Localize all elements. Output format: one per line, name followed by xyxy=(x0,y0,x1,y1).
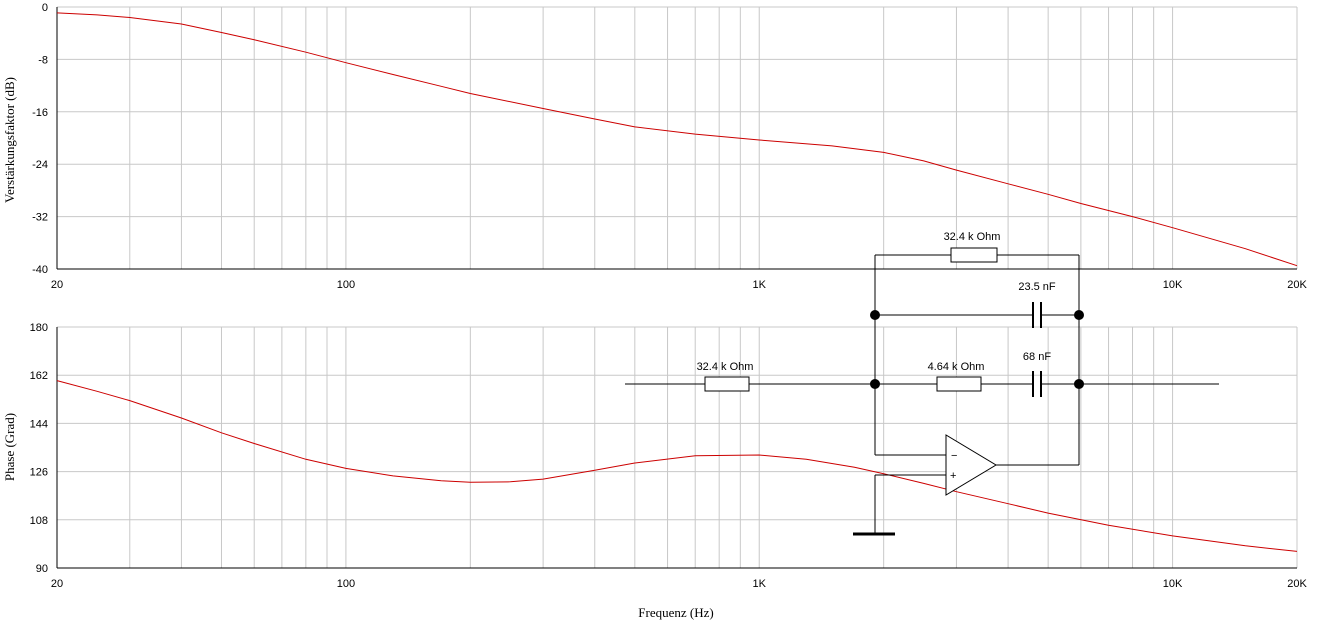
op-amp-plus: + xyxy=(950,470,956,482)
gain-xtick-label: 10K xyxy=(1163,279,1183,291)
resistor-input-label: 32.4 k Ohm xyxy=(697,361,754,373)
phase-ytick-label: 108 xyxy=(30,515,48,527)
junction-dot xyxy=(870,379,880,389)
gain-curve xyxy=(56,12,1298,267)
gain-xtick-label: 100 xyxy=(337,279,355,291)
phase-xtick-label: 1K xyxy=(753,578,767,590)
gain-ytick-label: -8 xyxy=(38,54,48,66)
gain-ytick-label: -40 xyxy=(32,264,48,276)
phase-ytick-label: 144 xyxy=(30,418,48,430)
resistor-top-label: 32.4 k Ohm xyxy=(944,231,1001,243)
gain-xtick-label: 20K xyxy=(1287,279,1307,291)
junction-dot xyxy=(1074,379,1084,389)
phase-grid xyxy=(56,326,1298,569)
resistor-mid xyxy=(936,376,982,392)
circuit-diagram xyxy=(625,247,1219,536)
gain-xtick-label: 1K xyxy=(753,279,767,291)
junction-dot xyxy=(870,310,880,320)
junction-dot xyxy=(1074,310,1084,320)
phase-xtick-label: 10K xyxy=(1163,578,1183,590)
gain-ytick-label: -24 xyxy=(32,159,48,171)
phase-ytick-label: 126 xyxy=(30,467,48,479)
phase-ytick-label: 180 xyxy=(30,322,48,334)
capacitor-mid-label: 68 nF xyxy=(1023,351,1051,363)
gain-ytick-label: -32 xyxy=(32,212,48,224)
phase-curve xyxy=(56,380,1298,552)
curves xyxy=(56,12,1298,552)
op-amp-minus: − xyxy=(951,450,957,462)
resistor-input xyxy=(704,376,750,392)
gain-ytick-label: -16 xyxy=(32,107,48,119)
resistor-top xyxy=(950,247,998,263)
op-amp xyxy=(945,434,997,496)
phase-ytick-label: 162 xyxy=(30,370,48,382)
phase-xtick-label: 20 xyxy=(51,578,63,590)
resistor-mid-label: 4.64 k Ohm xyxy=(928,361,985,373)
gain-axis-title: Verstärkungsfaktor (dB) xyxy=(2,77,17,203)
gain-ytick-label: 0 xyxy=(42,2,48,14)
frequency-axis-title: Frequenz (Hz) xyxy=(638,605,713,620)
phase-xtick-label: 100 xyxy=(337,578,355,590)
phase-ytick-label: 90 xyxy=(36,563,48,575)
capacitor-top-label: 23.5 nF xyxy=(1018,281,1056,293)
phase-xtick-label: 20K xyxy=(1287,578,1307,590)
gain-grid xyxy=(56,6,1298,270)
phase-axis-title: Phase (Grad) xyxy=(2,413,17,481)
gain-xtick-label: 20 xyxy=(51,279,63,291)
